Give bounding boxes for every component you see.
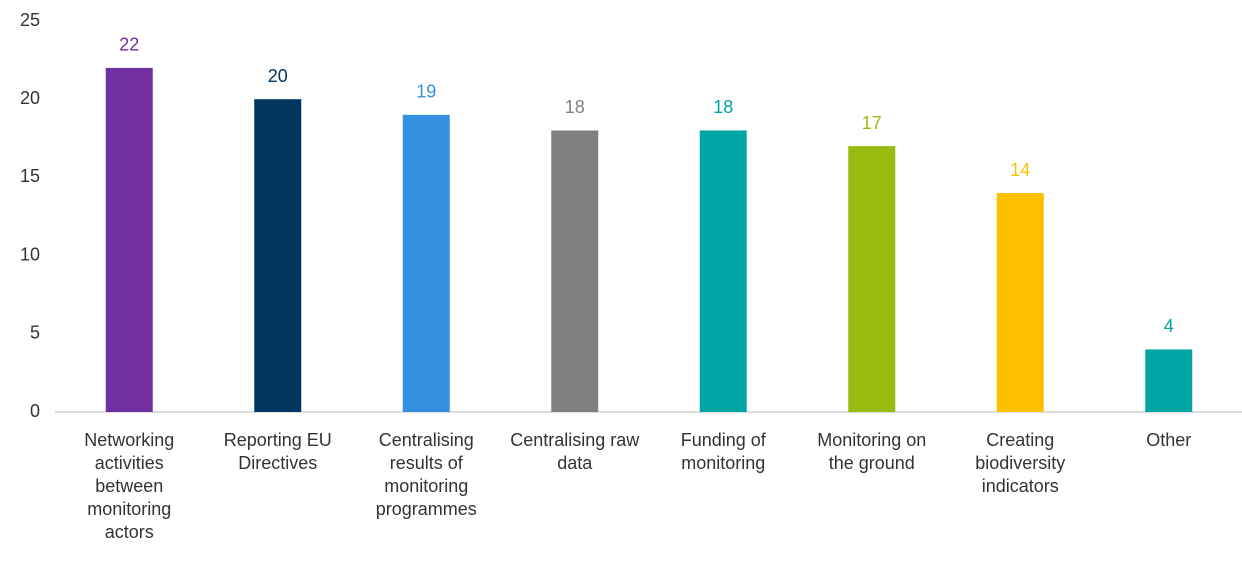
x-tick-label: Reporting EU Directives [223,430,332,473]
bar [402,114,450,412]
x-tick-label: Networking activities between monitoring… [84,430,175,542]
x-tick-label: Creating biodiversity indicators [975,430,1066,496]
data-label: 14 [1010,160,1030,180]
data-label: 22 [119,35,139,55]
data-label: 18 [565,97,585,117]
x-tick-label: Funding of monitoring [680,430,766,473]
data-label: 4 [1164,316,1174,336]
bar [1145,349,1193,412]
data-label: 20 [268,66,288,86]
data-label: 19 [416,82,436,102]
data-label: 18 [713,97,733,117]
bar [699,130,747,413]
x-tick-label: Other [1146,430,1192,450]
bar [254,99,302,412]
bar [848,146,896,412]
bar [996,193,1044,412]
x-tick-label: Monitoring on the ground [817,430,927,473]
y-tick-label: 10 [20,244,40,264]
data-label: 17 [862,113,882,133]
y-tick-label: 0 [30,401,40,421]
bar [105,67,153,413]
y-tick-label: 5 [30,323,40,343]
x-tick-label: Centralising raw data [510,430,640,473]
y-tick-label: 20 [20,88,40,108]
x-tick-label: Centralising results of monitoring progr… [375,430,477,519]
y-tick-label: 15 [20,166,40,186]
bar [551,130,599,413]
y-tick-label: 25 [20,10,40,30]
